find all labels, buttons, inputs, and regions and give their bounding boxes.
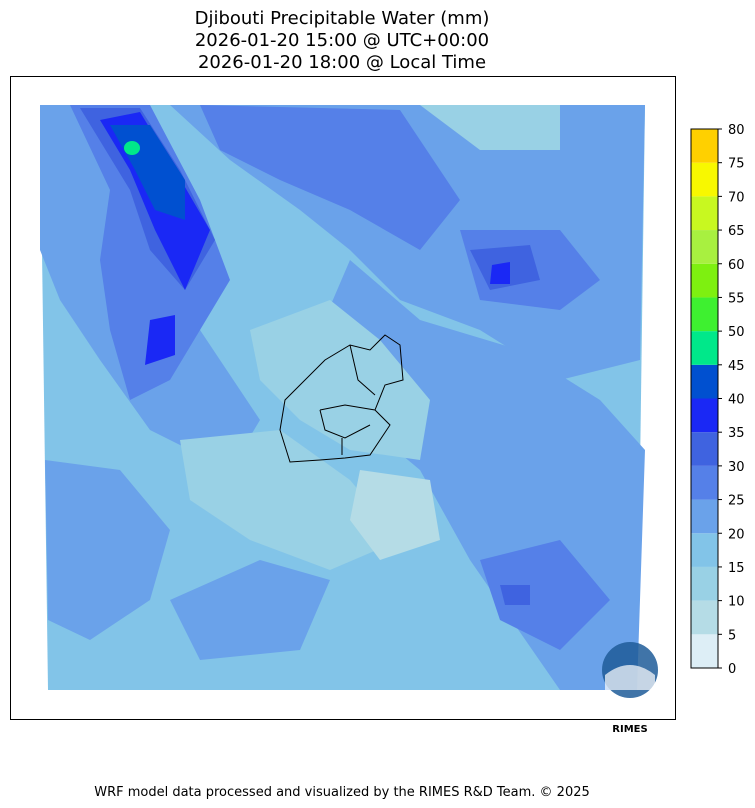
- colorbar-segment: [691, 432, 718, 466]
- colorbar-segment: [691, 162, 718, 197]
- colorbar-segment: [691, 129, 718, 163]
- colorbar-tick-label: 35: [728, 426, 745, 441]
- colorbar-tick-label: 10: [728, 595, 745, 610]
- colorbar-tick-label: 40: [728, 393, 745, 408]
- colorbar-segment: [691, 398, 718, 433]
- colorbar-tick-label: 55: [728, 291, 745, 306]
- colorbar-segment: [691, 634, 718, 668]
- title-line: Djibouti Precipitable Water (mm): [195, 8, 490, 29]
- colorbar-segment: [691, 297, 718, 332]
- colorbar-segment: [691, 600, 718, 635]
- colorbar-tick-label: 25: [728, 494, 745, 509]
- colorbar-tick-label: 60: [728, 258, 745, 273]
- colorbar-tick-label: 65: [728, 224, 745, 239]
- colorbar-segment: [691, 533, 718, 567]
- colorbar-tick-label: 45: [728, 359, 745, 374]
- title-line: 2026-01-20 18:00 @ Local Time: [198, 52, 486, 73]
- colorbar-segment: [691, 263, 718, 298]
- colorbar-tick-label: 80: [728, 123, 745, 138]
- colorbar-segment: [691, 364, 718, 399]
- colorbar-segment: [691, 331, 718, 365]
- colorbar-tick-label: 30: [728, 460, 745, 475]
- logo: RIMES: [602, 642, 658, 735]
- footer-text: WRF model data processed and visualized …: [94, 785, 590, 800]
- colorbar-segment: [691, 196, 718, 231]
- colorbar-tick-label: 20: [728, 527, 745, 542]
- country-borders: [279, 334, 404, 463]
- logo-label: RIMES: [612, 724, 647, 735]
- title-line: 2026-01-20 15:00 @ UTC+00:00: [195, 30, 489, 51]
- colorbar-tick-label: 5: [728, 628, 736, 643]
- map-field: [40, 105, 645, 690]
- colorbar-segment: [691, 230, 718, 264]
- colorbar-tick-label: 50: [728, 325, 745, 340]
- colorbar-segment: [691, 566, 718, 601]
- colorbar-tick-label: 70: [728, 190, 745, 205]
- colorbar: 0 5 10 15 20 25 30 35 40 45 50 55 60 65 70 75 80: [690, 123, 745, 677]
- colorbar-tick-label: 75: [728, 157, 745, 172]
- colorbar-segment: [691, 465, 718, 500]
- colorbar-tick-label: 15: [728, 561, 745, 576]
- colorbar-tick-label: 0: [728, 662, 736, 677]
- colorbar-segment: [691, 499, 718, 534]
